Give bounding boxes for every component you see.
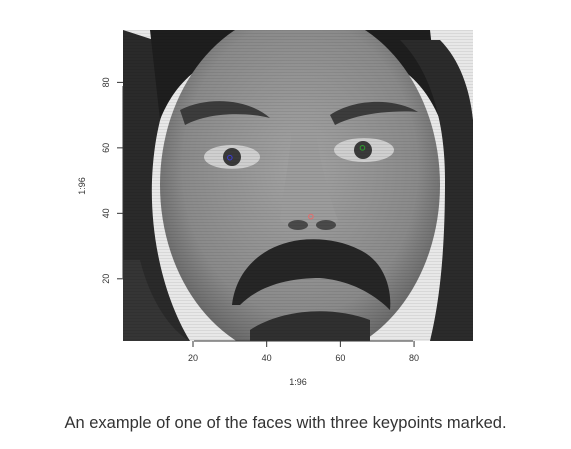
x-tick-label: 20 <box>188 353 198 363</box>
keypoint-marker <box>308 213 314 220</box>
y-tick-label: 80 <box>101 77 111 87</box>
y-tick-label: 20 <box>101 274 111 284</box>
keypoint-plot: 20 40 60 80 20 40 60 80 1:96 1:96 <box>77 30 473 387</box>
x-axis-label: 1:96 <box>289 377 307 387</box>
figure-caption: An example of one of the faces with thre… <box>64 414 507 432</box>
y-axis-label: 1:96 <box>77 177 87 195</box>
keypoint-marker <box>227 154 233 161</box>
x-tick-label: 60 <box>335 353 345 363</box>
y-tick-label: 40 <box>101 208 111 218</box>
x-tick-label: 40 <box>262 353 272 363</box>
face-image <box>123 30 473 341</box>
y-tick-label: 60 <box>101 143 111 153</box>
x-tick-label: 80 <box>409 353 419 363</box>
keypoint-marker <box>359 145 366 151</box>
